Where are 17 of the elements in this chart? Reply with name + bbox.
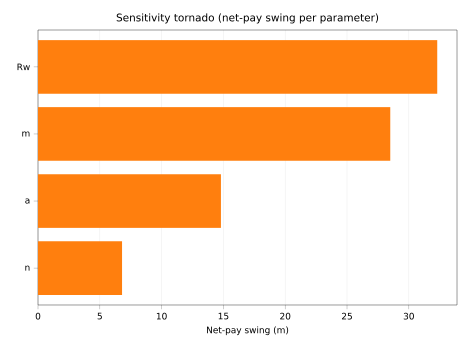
chart-title: Sensitivity tornado (net-pay swing per parameter) (116, 13, 378, 24)
bar (38, 40, 438, 94)
y-tick-label: a (25, 198, 30, 204)
y-tick-label: m (22, 131, 30, 136)
y-tick-label: Rw (18, 64, 30, 70)
x-tick-label: 5 (98, 312, 102, 320)
x-tick-label: 25 (342, 312, 352, 320)
x-tick-label: 15 (218, 312, 228, 320)
bar (38, 107, 390, 161)
x-tick-label: 10 (156, 312, 167, 320)
x-axis-title: Net-pay swing (m) (207, 326, 288, 336)
x-tick-label: 20 (280, 312, 290, 320)
bar (38, 241, 122, 295)
bar (38, 174, 221, 228)
y-tick-label: n (25, 266, 30, 271)
x-tick-label: 30 (404, 312, 414, 320)
x-tick-label: 0 (36, 312, 40, 320)
